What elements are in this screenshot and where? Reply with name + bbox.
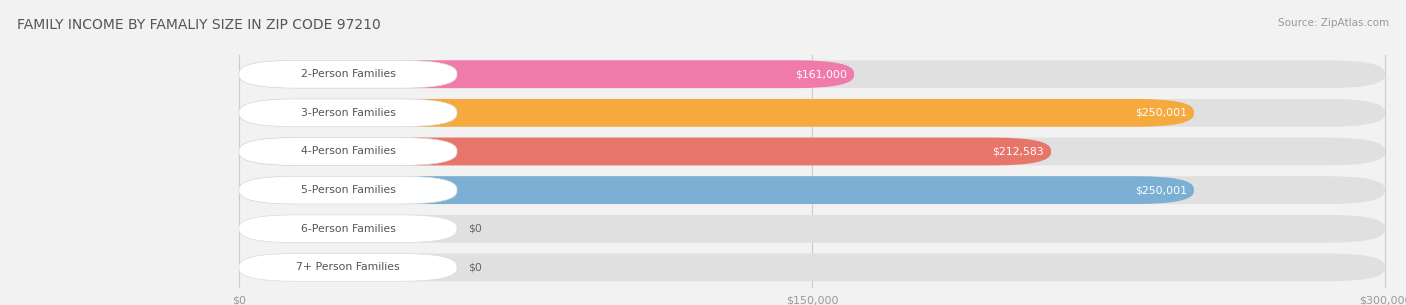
Text: $250,001: $250,001 <box>1135 108 1187 118</box>
Text: 3-Person Families: 3-Person Families <box>301 108 395 118</box>
Text: $0: $0 <box>232 296 246 305</box>
FancyBboxPatch shape <box>239 99 1385 127</box>
Text: 2-Person Families: 2-Person Families <box>301 69 395 79</box>
FancyBboxPatch shape <box>239 60 853 88</box>
Text: $161,000: $161,000 <box>794 69 846 79</box>
Text: $0: $0 <box>468 262 482 272</box>
Text: 6-Person Families: 6-Person Families <box>301 224 395 234</box>
Text: $300,000: $300,000 <box>1358 296 1406 305</box>
FancyBboxPatch shape <box>239 176 1385 204</box>
Text: FAMILY INCOME BY FAMALIY SIZE IN ZIP CODE 97210: FAMILY INCOME BY FAMALIY SIZE IN ZIP COD… <box>17 18 381 32</box>
FancyBboxPatch shape <box>239 99 1194 127</box>
Text: $0: $0 <box>468 224 482 234</box>
Text: 4-Person Families: 4-Person Families <box>301 146 395 156</box>
Text: $250,001: $250,001 <box>1135 185 1187 195</box>
Text: 7+ Person Families: 7+ Person Families <box>297 262 399 272</box>
FancyBboxPatch shape <box>239 176 1194 204</box>
FancyBboxPatch shape <box>239 60 1385 88</box>
Text: $150,000: $150,000 <box>786 296 838 305</box>
FancyBboxPatch shape <box>239 253 1385 281</box>
Text: $212,583: $212,583 <box>993 146 1045 156</box>
FancyBboxPatch shape <box>239 60 457 88</box>
FancyBboxPatch shape <box>239 215 1385 243</box>
FancyBboxPatch shape <box>239 215 457 243</box>
FancyBboxPatch shape <box>239 253 457 281</box>
Text: Source: ZipAtlas.com: Source: ZipAtlas.com <box>1278 18 1389 28</box>
FancyBboxPatch shape <box>239 176 457 204</box>
FancyBboxPatch shape <box>239 99 457 127</box>
Text: 5-Person Families: 5-Person Families <box>301 185 395 195</box>
FancyBboxPatch shape <box>239 138 457 165</box>
FancyBboxPatch shape <box>239 138 1052 165</box>
FancyBboxPatch shape <box>239 138 1385 165</box>
